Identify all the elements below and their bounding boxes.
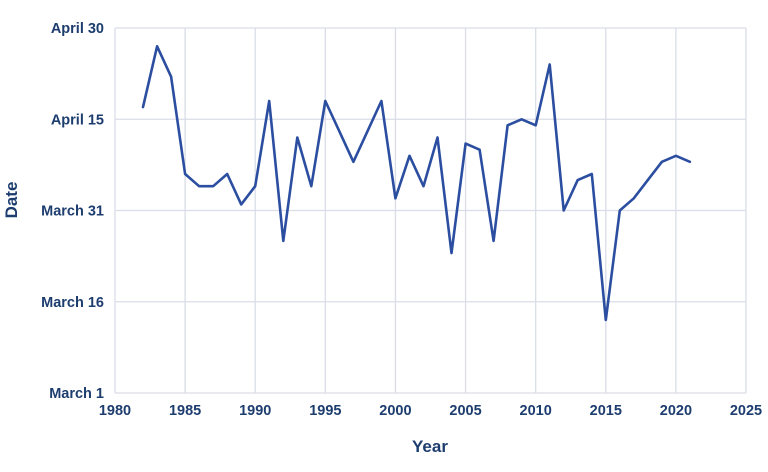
x-tick-label: 1995 — [309, 403, 341, 419]
x-tick-label: 1990 — [239, 403, 271, 419]
x-tick-label: 2025 — [730, 403, 762, 419]
x-tick-label: 1980 — [99, 403, 131, 419]
x-tick-label: 2005 — [449, 403, 481, 419]
y-tick-label: April 30 — [51, 21, 104, 37]
y-axis-title: Date — [2, 182, 21, 219]
y-axis-tick-labels: March 1 March 16 March 31 April 15 April 30 — [41, 21, 104, 402]
y-tick-label: March 16 — [41, 295, 104, 311]
data-series — [141, 44, 692, 322]
x-axis-tick-labels: 1980 1985 1990 1995 2000 2005 2010 2015 2020 2025 — [99, 403, 762, 419]
y-tick-label: March 31 — [41, 204, 104, 220]
x-tick-label: 2015 — [590, 403, 622, 419]
gridlines — [114, 27, 747, 394]
x-tick-label: 2020 — [660, 403, 692, 419]
y-tick-label: March 1 — [49, 386, 104, 402]
x-tick-label: 1985 — [169, 403, 201, 419]
y-tick-label: April 15 — [51, 112, 104, 128]
x-tick-label: 2010 — [520, 403, 552, 419]
x-tick-label: 2000 — [379, 403, 411, 419]
x-axis-title: Year — [412, 437, 448, 456]
data-line — [141, 44, 692, 322]
